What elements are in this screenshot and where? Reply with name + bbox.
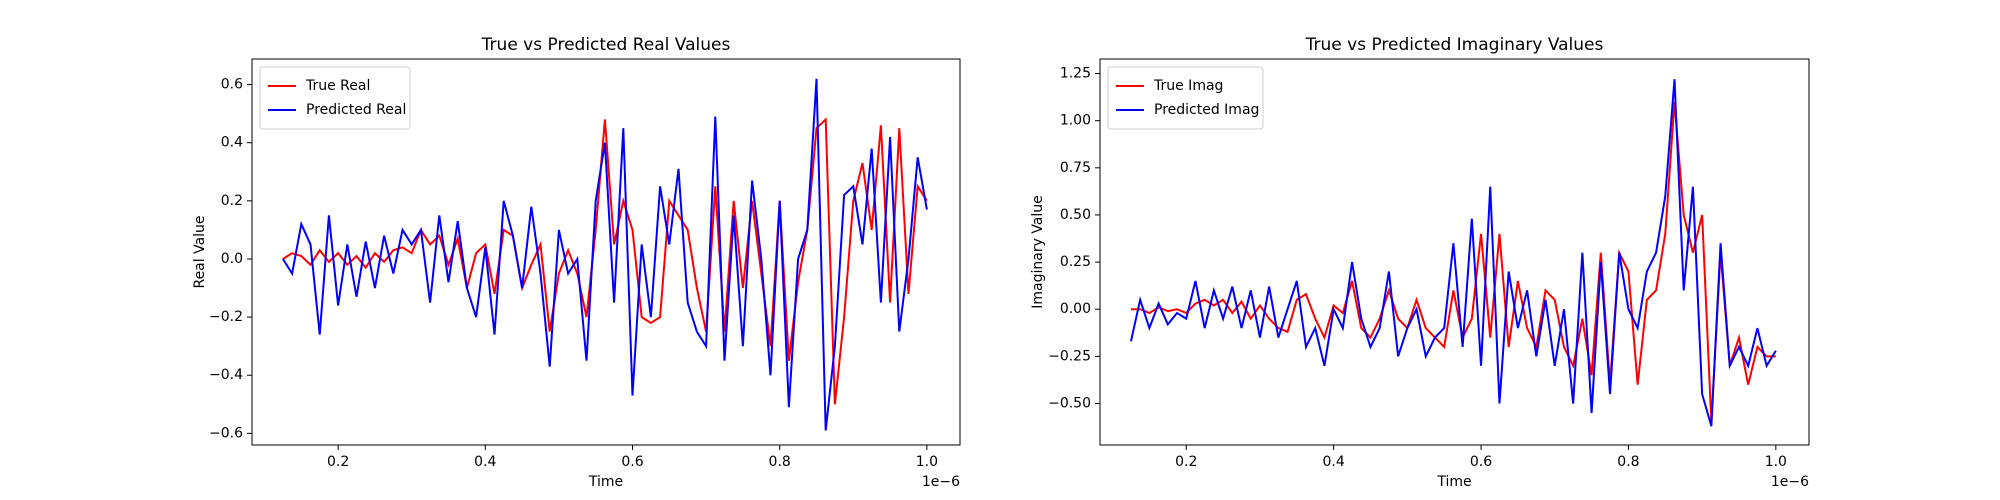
line-series: [1130, 101, 1776, 423]
y-tick-label: 0.25: [1060, 254, 1091, 270]
x-tick-label: 0.6: [1470, 454, 1492, 470]
x-offset-label: 1e−6: [1771, 474, 1809, 490]
legend-box: [259, 66, 411, 130]
legend-label: Predicted Real: [306, 102, 406, 118]
y-tick-label: 0.0: [221, 251, 243, 267]
line-series: [282, 78, 928, 431]
legend-label: Predicted Imag: [1154, 102, 1259, 118]
x-tick-label: 0.2: [1175, 454, 1197, 470]
x-tick-label: 0.4: [1322, 454, 1344, 470]
y-tick-label: 0.50: [1060, 207, 1091, 223]
line-series: [282, 117, 928, 405]
y-tick-label: 0.75: [1060, 160, 1091, 176]
y-axis-label: Imaginary Value: [1030, 195, 1046, 309]
x-tick-label: 0.4: [474, 454, 496, 470]
axes-frame: [251, 58, 961, 446]
x-axis-label: Time: [1436, 474, 1471, 490]
y-tick-label: 0.00: [1060, 301, 1091, 317]
axes-frame: [1099, 58, 1810, 446]
x-tick-label: 0.6: [621, 454, 643, 470]
y-tick-label: −0.50: [1048, 396, 1091, 412]
y-tick-label: −0.25: [1048, 348, 1091, 364]
y-tick-label: −0.6: [209, 425, 243, 441]
legend-box: [1107, 66, 1264, 130]
y-tick-label: −0.2: [209, 309, 243, 325]
x-tick-label: 1.0: [1765, 454, 1787, 470]
y-tick-label: 0.2: [221, 193, 243, 209]
chart-title: True vs Predicted Real Values: [481, 35, 731, 55]
y-axis-label: Real Value: [192, 215, 208, 288]
x-tick-label: 1.0: [916, 454, 938, 470]
legend-label: True Imag: [1153, 78, 1223, 94]
x-tick-label: 0.2: [327, 454, 349, 470]
y-tick-label: 0.4: [221, 135, 243, 151]
y-tick-label: 1.00: [1060, 113, 1091, 129]
y-tick-label: 0.6: [221, 77, 243, 93]
x-tick-label: 0.8: [1617, 454, 1639, 470]
legend-label: True Real: [305, 78, 370, 94]
y-tick-label: 1.25: [1060, 66, 1091, 82]
x-axis-label: Time: [588, 474, 623, 490]
x-offset-label: 1e−6: [922, 474, 960, 490]
line-series: [1129, 79, 1777, 427]
x-tick-label: 0.8: [769, 454, 791, 470]
y-tick-label: −0.4: [209, 367, 243, 383]
chart-title: True vs Predicted Imaginary Values: [1305, 35, 1604, 55]
